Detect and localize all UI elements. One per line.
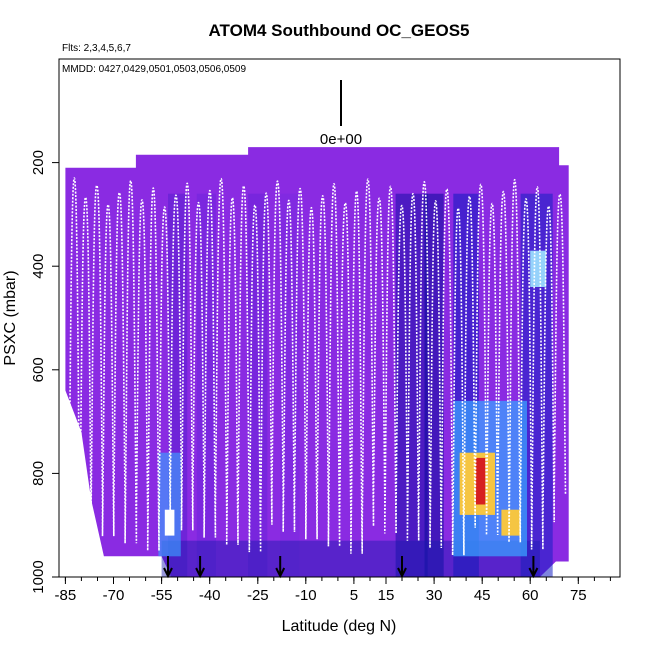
x-tick-label: 5 (350, 587, 358, 604)
plot-area: MMDD: 0427,0429,0501,0503,0506,0509 0e+0… (58, 58, 621, 579)
y-tick-label: 600 (30, 357, 47, 382)
location-arrow-head (528, 567, 539, 579)
curtain-layer (65, 147, 569, 577)
legend-scale: 0e+00 (320, 80, 362, 148)
x-tick-label: -25 (247, 587, 269, 604)
chart-title: ATOM4 Southbound OC_GEOS5 (209, 21, 470, 40)
high-value-layer (158, 250, 547, 557)
x-tick-label: 45 (474, 587, 491, 604)
x-tick-label: 15 (378, 587, 395, 604)
flight-profile (67, 177, 567, 557)
x-tick-label: 60 (522, 587, 539, 604)
y-tick-label: 400 (30, 254, 47, 279)
curtain-band (196, 193, 216, 577)
curtain-band (248, 193, 268, 577)
y-axis: 200 400 600 800 1000 (30, 150, 60, 594)
high-value-cell (475, 457, 486, 505)
location-arrow-head (163, 567, 173, 579)
curtain-band (280, 193, 300, 577)
x-tick-label: -10 (295, 587, 317, 604)
x-tick-label: -70 (103, 587, 125, 604)
y-axis-label: PSXC (mbar) (2, 270, 19, 365)
location-arrow-head (397, 567, 407, 579)
x-tick-label: -40 (199, 587, 221, 604)
high-value-cell (501, 509, 521, 536)
flights-label: Flts: 2,3,4,5,6,7 (62, 43, 131, 54)
legend-value: 0e+00 (320, 131, 362, 148)
y-tick-label: 200 (30, 150, 47, 175)
x-tick-label: -85 (55, 587, 77, 604)
x-axis-label: Latitude (deg N) (282, 618, 397, 635)
arrow-layer (163, 556, 539, 579)
hotspot-halo (530, 250, 547, 287)
location-arrow-head (195, 567, 205, 579)
mmdd-label: MMDD: 0427,0429,0501,0503,0506,0509 (62, 64, 246, 75)
x-tick-label: -55 (151, 587, 173, 604)
x-axis: -85 -70 -55 -40 -25 -10 5 15 30 45 60 75 (55, 576, 620, 604)
flight-profile-layer (67, 177, 567, 557)
x-tick-label: 30 (426, 587, 443, 604)
location-arrow-head (275, 567, 286, 579)
curtain-band (395, 193, 428, 577)
y-tick-label: 1000 (30, 560, 47, 593)
x-tick-label: 75 (570, 587, 587, 604)
y-tick-label: 800 (30, 461, 47, 486)
